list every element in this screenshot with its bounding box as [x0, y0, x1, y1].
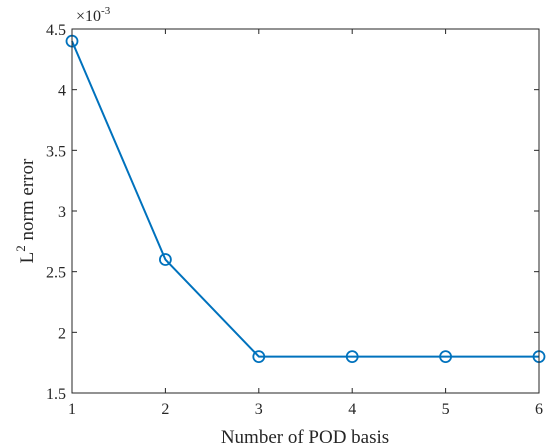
y-tick-label: 3.5	[46, 143, 66, 160]
x-tick-label: 6	[535, 401, 543, 418]
data-point-marker	[345, 350, 359, 364]
y-tick-label: 1.5	[46, 386, 66, 403]
plot-area	[72, 29, 539, 393]
y-exponent-power: -3	[101, 5, 111, 17]
x-tick-label: 1	[68, 401, 76, 418]
y-tick-label: 4.5	[46, 22, 66, 39]
data-point-marker	[439, 350, 453, 364]
data-point-marker	[158, 253, 172, 266]
x-axis-title: Number of POD basis	[221, 427, 389, 448]
y-tick-label: 2	[58, 325, 66, 342]
ticks-layer: 1 2 3 4 5 6 1.5 2 2.5 3 3.5 4 4.5	[46, 22, 543, 418]
x-tick-label: 2	[161, 401, 169, 418]
x-tick-label: 4	[348, 401, 356, 418]
y-axis-title: L2 norm error	[13, 158, 38, 263]
series-line	[71, 40, 539, 358]
x-tick-label: 5	[442, 401, 450, 418]
x-tick-label: 3	[255, 401, 263, 418]
y-tick-label: 2.5	[46, 265, 66, 282]
plot-frame	[71, 28, 540, 394]
data-point-marker	[252, 350, 266, 364]
y-exponent-label: ×10-3	[76, 5, 111, 25]
y-tick-label: 3	[58, 204, 66, 221]
y-tick-label: 4	[58, 83, 66, 100]
y-axis-title-superscript: 2	[13, 245, 28, 252]
